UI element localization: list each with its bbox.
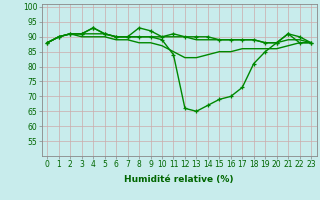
X-axis label: Humidité relative (%): Humidité relative (%)	[124, 175, 234, 184]
